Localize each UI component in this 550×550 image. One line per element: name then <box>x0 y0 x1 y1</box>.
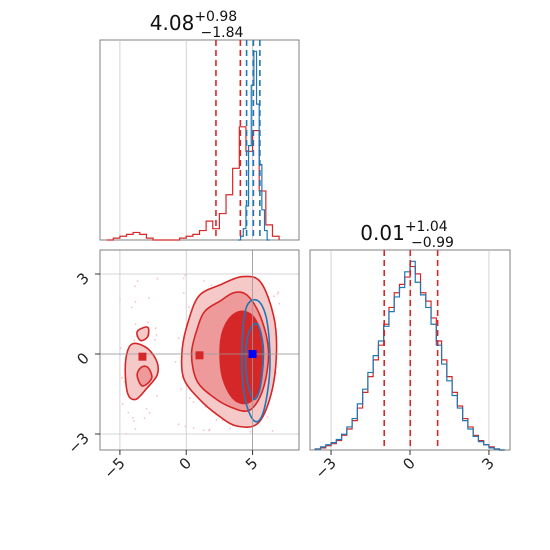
scatter-point <box>147 296 150 299</box>
scatter-point <box>134 300 137 303</box>
histogram-y-title-sup: +1.04 <box>405 219 448 235</box>
contour-plot-area <box>100 250 299 450</box>
histogram-x-quantile-lines <box>215 40 261 240</box>
scatter-point <box>182 277 185 280</box>
scatter-point <box>134 427 137 430</box>
scatter-point <box>121 403 124 406</box>
contour-markers <box>100 250 299 450</box>
marker-1 <box>195 351 204 360</box>
scatter-point <box>133 339 136 342</box>
histogram-x-grid <box>119 40 253 240</box>
scatter-point <box>147 321 149 324</box>
contour-y-label-0: −3 <box>64 429 92 457</box>
histogram-panel-y: −3 0 3 0.01+1.04 −0.99 <box>309 219 511 482</box>
contour-y-ticks: −3 0 3 <box>64 269 100 457</box>
scatter-point <box>271 430 274 432</box>
scatter-point <box>182 292 185 294</box>
contour-frame <box>99 249 300 451</box>
scatter-point <box>130 306 133 309</box>
histogram-y-x-label-1: 0 <box>399 454 418 473</box>
histogram-y-title-value: 0.01 <box>360 221 405 245</box>
histogram-x-frame <box>99 39 300 241</box>
scatter-point <box>177 337 180 339</box>
scatter-point <box>156 277 159 280</box>
blue-contour-1 <box>244 322 265 401</box>
scatter-point <box>203 280 205 282</box>
scatter-point <box>187 306 190 308</box>
scatter-point <box>184 425 187 428</box>
contour-x-label-0: −5 <box>100 454 128 482</box>
scatter-point <box>273 295 275 298</box>
red-contour-outer-1 <box>136 326 150 342</box>
scatter-point <box>127 411 130 414</box>
scatter-point <box>119 347 122 349</box>
scatter-point <box>177 423 180 426</box>
scatter-point <box>121 376 123 379</box>
histogram-x-title-sup: +0.98 <box>194 9 237 25</box>
scatter-point <box>136 280 139 282</box>
histogram-y-x-ticks: −3 0 3 <box>312 450 498 482</box>
scatter-point <box>180 388 183 391</box>
scatter-point <box>125 432 128 435</box>
scatter-point <box>145 407 148 410</box>
contour-panel: −5 0 5 −3 0 3 <box>64 249 300 482</box>
scatter-point <box>134 285 136 288</box>
scatter-point <box>154 327 157 329</box>
contour-y-label-1: 0 <box>73 349 92 368</box>
scatter-point <box>202 429 205 431</box>
histogram-y-title-sub: −0.99 <box>411 235 454 251</box>
histogram-y-title: 0.01+1.04 <box>360 219 448 245</box>
scatter-point <box>266 415 269 418</box>
histogram-y-x-label-2: 3 <box>478 454 497 473</box>
histogram-step-series-0 <box>314 265 505 451</box>
scatter-point <box>155 334 158 336</box>
scatter-point <box>277 291 280 294</box>
contour-y-label-2: 3 <box>73 269 92 288</box>
scatter-point <box>184 274 187 277</box>
blue-contours <box>241 298 271 423</box>
scatter-point <box>174 361 177 363</box>
scatter-point <box>148 412 151 414</box>
blue-contour-0 <box>241 298 271 423</box>
contour-x-label-2: 5 <box>242 454 261 473</box>
scatter-point <box>153 338 156 341</box>
scatter-point <box>210 284 213 287</box>
contour-x-label-1: 0 <box>176 454 195 473</box>
histogram-panel-x: 4.08+0.98 −1.84 <box>99 9 300 241</box>
histogram-x-title: 4.08+0.98 <box>150 9 237 35</box>
scatter-point <box>143 417 146 419</box>
scatter-point <box>229 427 232 430</box>
histogram-x-title-value: 4.08 <box>150 11 195 35</box>
scatter-point <box>132 416 134 419</box>
histogram-y-quantile-lines <box>383 250 439 450</box>
scatter-point <box>276 293 279 296</box>
scatter-point <box>215 419 218 421</box>
marker-0 <box>138 352 147 361</box>
contour-x-ticks: −5 0 5 <box>100 450 261 482</box>
red-contour-mid-4 <box>136 365 153 387</box>
scatter-point <box>189 397 191 400</box>
marker-2 <box>248 350 257 358</box>
scatter-point <box>192 427 195 429</box>
histogram-y-x-label-0: −3 <box>312 454 340 482</box>
scatter-point <box>155 394 158 397</box>
scatter-point <box>278 302 281 305</box>
histogram-step-series-1 <box>237 50 270 241</box>
scatter-point <box>192 401 195 403</box>
scatter-point <box>134 323 137 326</box>
scatter-point <box>119 298 121 301</box>
scatter-point <box>133 420 135 422</box>
scatter-point <box>249 430 252 433</box>
scatter-point <box>208 428 211 431</box>
histogram-x-title-sub: −1.84 <box>201 25 244 41</box>
